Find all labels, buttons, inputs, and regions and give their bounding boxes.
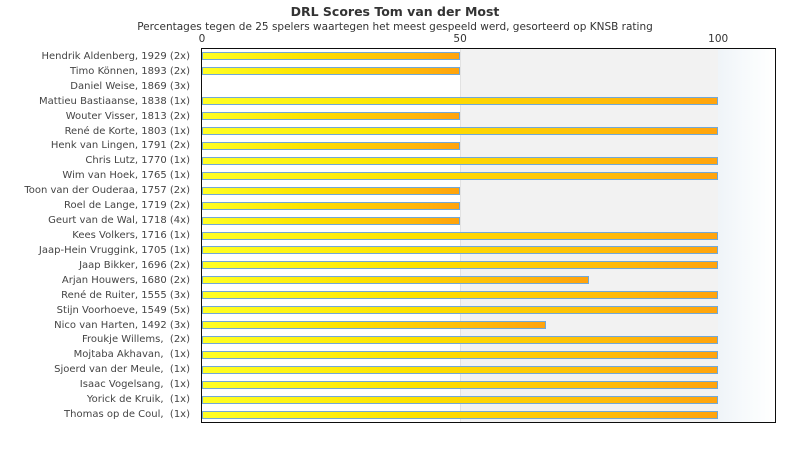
bar-row bbox=[202, 333, 775, 348]
bar-row bbox=[202, 288, 775, 303]
score-bar bbox=[202, 380, 719, 389]
score-bar bbox=[202, 156, 719, 165]
bar-row bbox=[202, 347, 775, 362]
y-axis-label: Henk van Lingen, 1791 (2x) bbox=[50, 140, 190, 152]
bar-rows bbox=[202, 49, 775, 422]
y-axis-label: Yorick de Kruik, (1x) bbox=[86, 394, 190, 406]
y-axis-label: Geurt van de Wal, 1718 (4x) bbox=[48, 215, 190, 227]
x-tick-50: 50 bbox=[453, 33, 467, 45]
score-bar bbox=[202, 321, 547, 330]
y-axis-labels: Hendrik Aldenberg, 1929 (2x) Timo Können,… bbox=[0, 49, 196, 422]
y-axis-label: Froukje Willems, (2x) bbox=[82, 334, 190, 346]
score-bar bbox=[202, 395, 719, 404]
y-axis-label: Stijn Voorhoeve, 1549 (5x) bbox=[56, 304, 190, 316]
y-axis-label: Kees Volkers, 1716 (1x) bbox=[72, 230, 190, 242]
y-axis-label: Chris Lutz, 1770 (1x) bbox=[85, 155, 190, 167]
score-bar bbox=[202, 231, 719, 240]
bar-row bbox=[202, 228, 775, 243]
y-axis-label: Timo Können, 1893 (2x) bbox=[69, 65, 190, 77]
bar-row bbox=[202, 213, 775, 228]
y-axis-label: Daniel Weise, 1869 (3x) bbox=[70, 80, 190, 92]
y-axis-label: René de Ruiter, 1555 (3x) bbox=[61, 289, 190, 301]
bar-row bbox=[202, 94, 775, 109]
bar-row bbox=[202, 183, 775, 198]
score-bar bbox=[202, 246, 719, 255]
y-axis-label: René de Korte, 1803 (1x) bbox=[64, 125, 190, 137]
score-bar bbox=[202, 186, 461, 195]
bar-row bbox=[202, 139, 775, 154]
score-bar bbox=[202, 201, 461, 210]
score-bar bbox=[202, 141, 461, 150]
y-axis-label: Arjan Houwers, 1680 (2x) bbox=[61, 274, 190, 286]
score-bar bbox=[202, 127, 719, 136]
chart-subtitle: Percentages tegen de 25 spelers waartege… bbox=[137, 21, 653, 33]
y-axis-label: Toon van der Ouderaa, 1757 (2x) bbox=[24, 185, 190, 197]
bar-row bbox=[202, 198, 775, 213]
y-axis-label: Thomas op de Coul, (1x) bbox=[64, 409, 190, 421]
bar-row bbox=[202, 273, 775, 288]
score-bar bbox=[202, 306, 719, 315]
bar-row bbox=[202, 392, 775, 407]
bar-row bbox=[202, 377, 775, 392]
score-bar bbox=[202, 52, 461, 61]
bar-row bbox=[202, 124, 775, 139]
y-axis-label: Roel de Lange, 1719 (2x) bbox=[63, 200, 190, 212]
score-bar bbox=[202, 112, 461, 121]
bar-row bbox=[202, 49, 775, 64]
fade-band-beyond-100 bbox=[718, 49, 775, 422]
bar-row bbox=[202, 153, 775, 168]
bar-row bbox=[202, 109, 775, 124]
bar-row bbox=[202, 362, 775, 377]
plot-area bbox=[201, 48, 776, 423]
x-axis: 0 50 100 bbox=[198, 33, 775, 47]
y-axis-label: Mojtaba Akhavan, (1x) bbox=[73, 349, 190, 361]
y-axis-label: Jaap Bikker, 1696 (2x) bbox=[79, 259, 190, 271]
y-axis-label: Wouter Visser, 1813 (2x) bbox=[65, 110, 190, 122]
y-axis-label: Nico van Harten, 1492 (3x) bbox=[54, 319, 190, 331]
score-bar bbox=[202, 276, 590, 285]
y-axis-label: Jaap-Hein Vruggink, 1705 (1x) bbox=[38, 244, 190, 256]
bar-row bbox=[202, 64, 775, 79]
bar-row bbox=[202, 407, 775, 422]
x-tick-100: 100 bbox=[708, 33, 729, 45]
y-axis-label: Hendrik Aldenberg, 1929 (2x) bbox=[41, 50, 190, 62]
score-bar bbox=[202, 291, 719, 300]
bar-row bbox=[202, 258, 775, 273]
bar-row bbox=[202, 243, 775, 258]
score-bar bbox=[202, 350, 719, 359]
score-bar bbox=[202, 97, 719, 106]
y-axis-label: Sjoerd van der Meule, (1x) bbox=[54, 364, 190, 376]
bar-row bbox=[202, 79, 775, 94]
bar-row bbox=[202, 168, 775, 183]
y-axis-label: Mattieu Bastiaanse, 1838 (1x) bbox=[39, 95, 190, 107]
chart-title: DRL Scores Tom van der Most bbox=[290, 4, 500, 19]
score-bar bbox=[202, 216, 461, 225]
bar-row bbox=[202, 303, 775, 318]
score-bar bbox=[202, 67, 461, 76]
score-bar bbox=[202, 261, 719, 270]
y-axis-label: Wim van Hoek, 1765 (1x) bbox=[62, 170, 190, 182]
bar-row bbox=[202, 318, 775, 333]
x-tick-0: 0 bbox=[198, 33, 206, 45]
score-bar bbox=[202, 335, 719, 344]
score-bar bbox=[202, 365, 719, 374]
score-bar bbox=[202, 410, 719, 419]
score-bar bbox=[202, 171, 719, 180]
y-axis-label: Isaac Vogelsang, (1x) bbox=[79, 379, 190, 391]
